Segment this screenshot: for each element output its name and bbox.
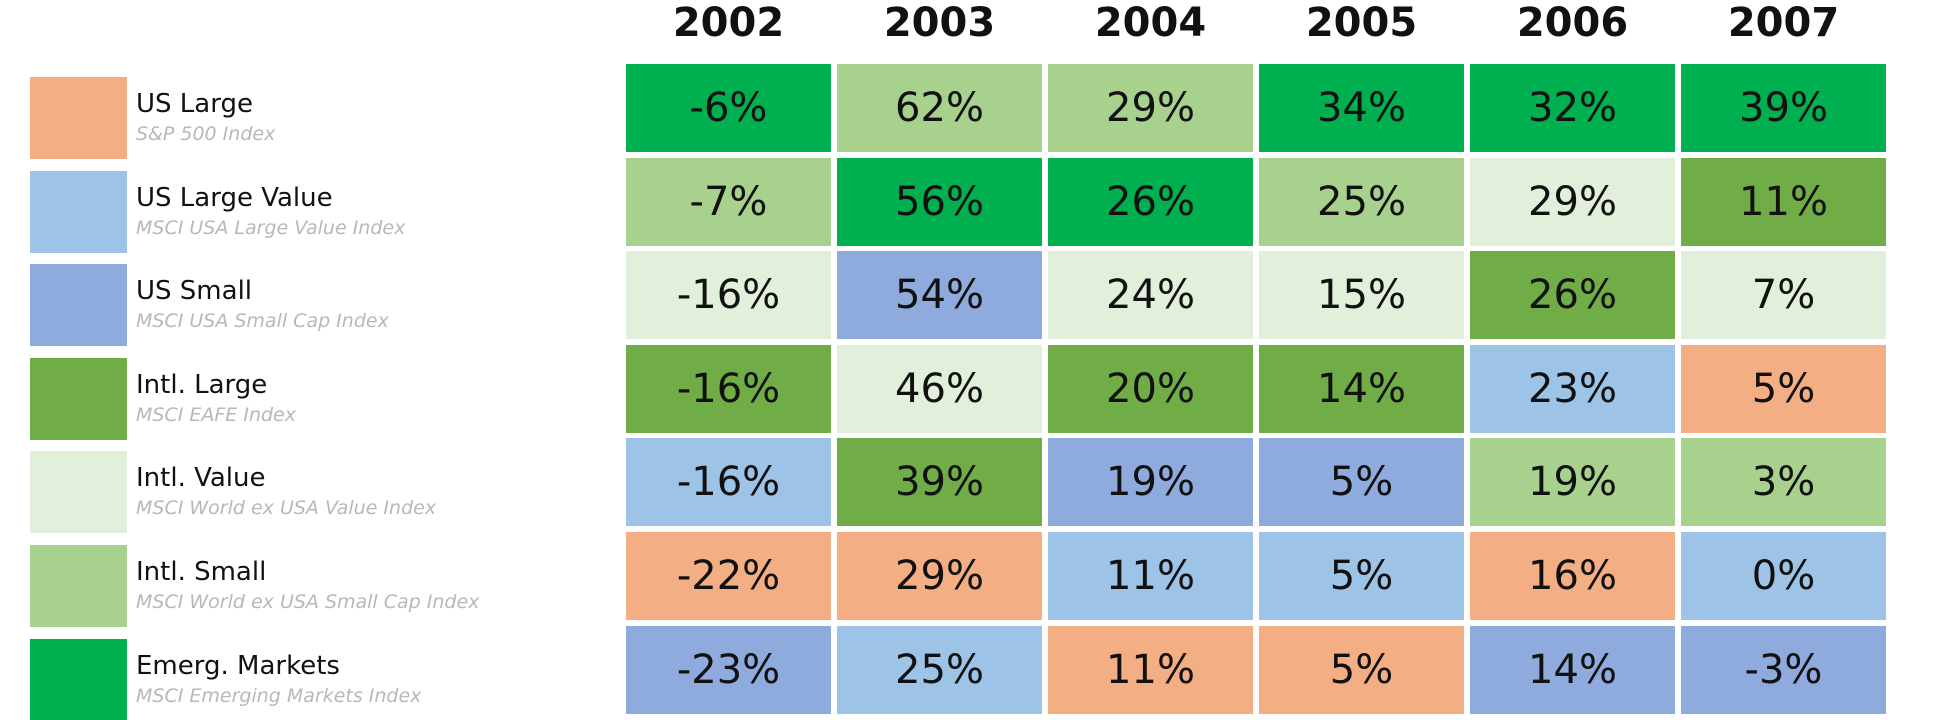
- return-cell: 32%: [1470, 64, 1675, 152]
- legend-name: Intl. Value: [136, 463, 266, 494]
- legend-swatch: [30, 451, 127, 534]
- return-cell: 23%: [1470, 344, 1675, 433]
- return-cell: 19%: [1048, 438, 1253, 527]
- legend-swatch: [30, 77, 127, 159]
- return-cell: 20%: [1048, 344, 1253, 433]
- return-cell: 34%: [1259, 64, 1464, 152]
- year-header: 2005: [1305, 0, 1418, 46]
- return-cell: -22%: [626, 532, 831, 620]
- return-cell: -16%: [626, 251, 831, 340]
- return-cell: 11%: [1048, 625, 1253, 714]
- return-cell: 5%: [1259, 438, 1464, 527]
- year-header: 2006: [1516, 0, 1629, 46]
- return-cell: 46%: [837, 344, 1042, 433]
- return-cell: 25%: [1259, 157, 1464, 246]
- legend-swatch: [30, 545, 127, 627]
- return-cell: 14%: [1259, 344, 1464, 433]
- legend-index: MSCI World ex USA Value Index: [136, 497, 437, 520]
- return-cell: 25%: [837, 625, 1042, 714]
- return-cell: 3%: [1681, 438, 1886, 527]
- return-cell: 19%: [1470, 438, 1675, 527]
- legend-name: US Large Value: [136, 182, 333, 213]
- return-cell: 5%: [1681, 344, 1886, 433]
- return-cell: 5%: [1259, 532, 1464, 620]
- return-cell: 39%: [1681, 64, 1886, 152]
- return-cell: 26%: [1470, 251, 1675, 340]
- year-header: 2004: [1094, 0, 1207, 46]
- return-cell: 29%: [837, 532, 1042, 620]
- year-header: 2003: [883, 0, 996, 46]
- return-cell: 26%: [1048, 157, 1253, 246]
- year-header: 2007: [1727, 0, 1840, 46]
- legend-index: MSCI USA Small Cap Index: [136, 310, 389, 333]
- return-cell: -16%: [626, 438, 831, 527]
- legend-name: Intl. Small: [136, 557, 267, 587]
- return-cell: 29%: [1470, 157, 1675, 246]
- return-cell: 16%: [1470, 532, 1675, 620]
- return-cell: -3%: [1681, 625, 1886, 714]
- return-cell: 11%: [1681, 157, 1886, 246]
- legend-index: S&P 500 Index: [136, 123, 276, 145]
- return-cell: 5%: [1259, 625, 1464, 714]
- year-header: 2002: [672, 0, 785, 46]
- return-cell: 56%: [837, 157, 1042, 246]
- return-cell: -7%: [626, 157, 831, 246]
- legend-name: US Large: [136, 89, 253, 119]
- legend-index: MSCI EAFE Index: [136, 403, 296, 426]
- legend-index: MSCI World ex USA Small Cap Index: [136, 591, 480, 613]
- return-cell: 62%: [837, 64, 1042, 152]
- return-cell: 29%: [1048, 64, 1253, 152]
- legend-index: MSCI USA Large Value Index: [136, 216, 406, 239]
- return-cell: 54%: [837, 251, 1042, 340]
- legend-swatch: [30, 264, 127, 347]
- return-cell: -6%: [626, 64, 831, 152]
- legend-index: MSCI Emerging Markets Index: [136, 684, 422, 707]
- return-cell: 14%: [1470, 625, 1675, 714]
- return-cell: -16%: [626, 344, 831, 433]
- legend-swatch: [30, 638, 127, 720]
- return-cell: 15%: [1259, 251, 1464, 340]
- return-cell: 24%: [1048, 251, 1253, 340]
- return-cell: 0%: [1681, 532, 1886, 620]
- legend-name: Intl. Large: [136, 369, 268, 400]
- legend-swatch: [30, 170, 127, 253]
- legend-name: Emerg. Markets: [136, 650, 340, 681]
- return-cell: 7%: [1681, 251, 1886, 340]
- return-cell: 11%: [1048, 532, 1253, 620]
- return-cell: -23%: [626, 625, 831, 714]
- legend-swatch: [30, 357, 127, 440]
- return-cell: 39%: [837, 438, 1042, 527]
- legend-name: US Small: [136, 276, 253, 307]
